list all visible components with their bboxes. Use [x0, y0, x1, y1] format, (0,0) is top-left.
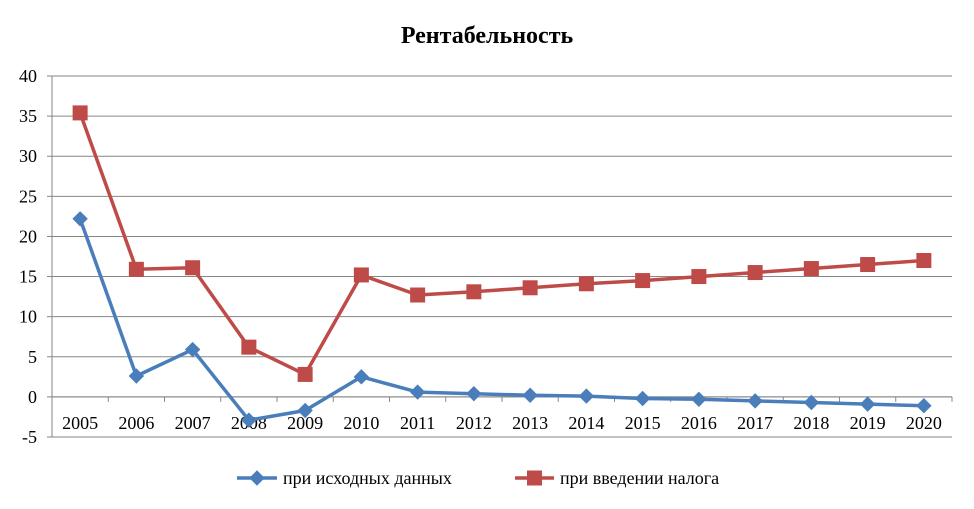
legend-item-0: при исходных данных — [237, 468, 452, 488]
y-tick-label: 20 — [19, 226, 37, 246]
y-tick-label: 10 — [19, 307, 37, 327]
x-tick-label: 2009 — [287, 413, 323, 433]
data-point-square — [691, 269, 707, 285]
data-point-diamond — [72, 211, 88, 227]
data-point-diamond — [522, 387, 538, 403]
data-point-diamond — [466, 385, 482, 402]
legend-label-0: при исходных данных — [283, 468, 452, 488]
data-point-diamond — [691, 391, 707, 408]
x-tick-label: 2017 — [737, 413, 773, 433]
data-point-square — [410, 287, 426, 303]
x-tick-label: 2019 — [850, 413, 886, 433]
data-point-square — [297, 366, 313, 382]
data-point-diamond — [409, 384, 426, 400]
data-point-diamond — [184, 341, 201, 358]
x-tick-label: 2015 — [625, 413, 661, 433]
y-tick-label: 0 — [28, 387, 37, 407]
x-tick-label: 2011 — [400, 413, 435, 433]
x-tick-label: 2016 — [681, 413, 717, 433]
data-point-square — [72, 105, 88, 121]
series-1 — [72, 105, 932, 382]
x-tick-label: 2013 — [512, 413, 548, 433]
y-tick-label: 40 — [19, 66, 37, 86]
data-point-square — [522, 280, 538, 296]
data-point-square — [916, 253, 932, 269]
data-point-diamond — [747, 393, 763, 409]
legend-diamond-marker — [249, 470, 265, 486]
chart-title: Рентабельность — [401, 23, 574, 49]
data-point-diamond — [128, 368, 145, 384]
y-tick-label: 5 — [28, 347, 37, 367]
series-layer — [72, 105, 932, 428]
data-point-square — [803, 261, 819, 277]
x-tick-label: 2010 — [343, 413, 379, 433]
x-tick-label: 2007 — [175, 413, 211, 433]
data-point-square — [128, 261, 144, 277]
x-tick-label: 2012 — [456, 413, 492, 433]
data-point-square — [466, 284, 482, 300]
data-point-diamond — [297, 402, 313, 419]
data-point-square — [241, 339, 257, 355]
legend-label-1: при введении налога — [560, 468, 719, 488]
x-tick-label: 2006 — [118, 413, 154, 433]
legend-item-1: при введении налога — [515, 468, 719, 488]
data-point-diamond — [353, 369, 370, 385]
data-point-diamond — [578, 388, 595, 404]
data-point-diamond — [634, 390, 651, 407]
y-tick-label: 15 — [19, 267, 37, 287]
data-point-square — [860, 257, 876, 273]
y-tick-label: -5 — [22, 427, 37, 447]
series-line — [78, 111, 926, 377]
data-point-diamond — [803, 394, 820, 411]
legend-square-marker — [527, 470, 542, 486]
data-point-square — [578, 276, 594, 292]
data-point-square — [185, 260, 201, 276]
y-axis-tick-labels: -5 0 5 10 15 20 25 30 35 40 — [19, 66, 37, 447]
series-line — [78, 217, 926, 422]
data-point-diamond — [241, 412, 257, 428]
y-tick-label: 25 — [19, 186, 37, 206]
data-point-square — [635, 273, 651, 289]
data-point-diamond — [916, 398, 932, 414]
y-tick-label: 35 — [19, 106, 37, 126]
y-tick-label: 30 — [19, 146, 37, 166]
series-0 — [72, 211, 932, 428]
data-point-square — [353, 267, 369, 283]
data-point-diamond — [859, 396, 876, 412]
x-tick-label: 2014 — [568, 413, 604, 433]
data-point-square — [747, 265, 763, 281]
legend: при исходных данных при введении налога — [237, 468, 719, 488]
x-tick-label: 2020 — [906, 413, 942, 433]
x-tick-label: 2005 — [62, 413, 98, 433]
x-tick-label: 2018 — [793, 413, 829, 433]
